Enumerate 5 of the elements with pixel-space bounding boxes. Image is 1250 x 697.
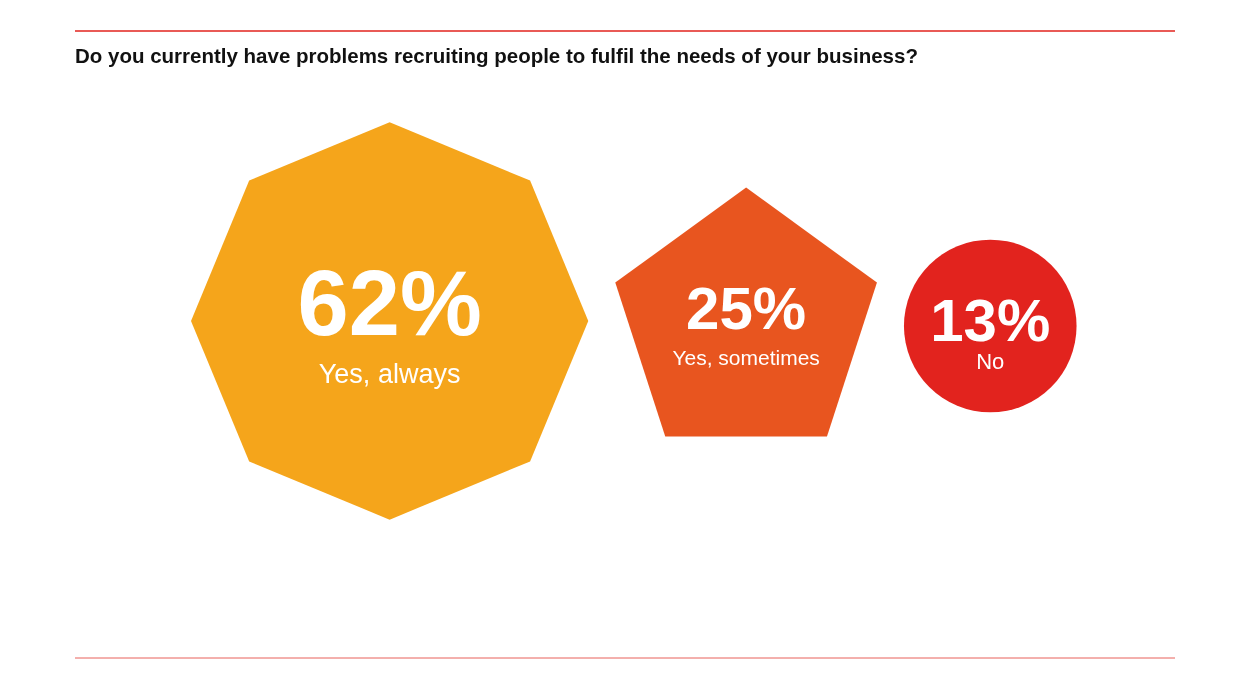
data-label: 25% [686,275,807,343]
text: Do you currently have problems recruiting people to fulfil the needs of your business? [75,44,918,67]
data-label: 62% [297,252,482,354]
category-label: Yes, always [318,359,461,389]
category-label: Yes, sometimes [672,346,820,370]
